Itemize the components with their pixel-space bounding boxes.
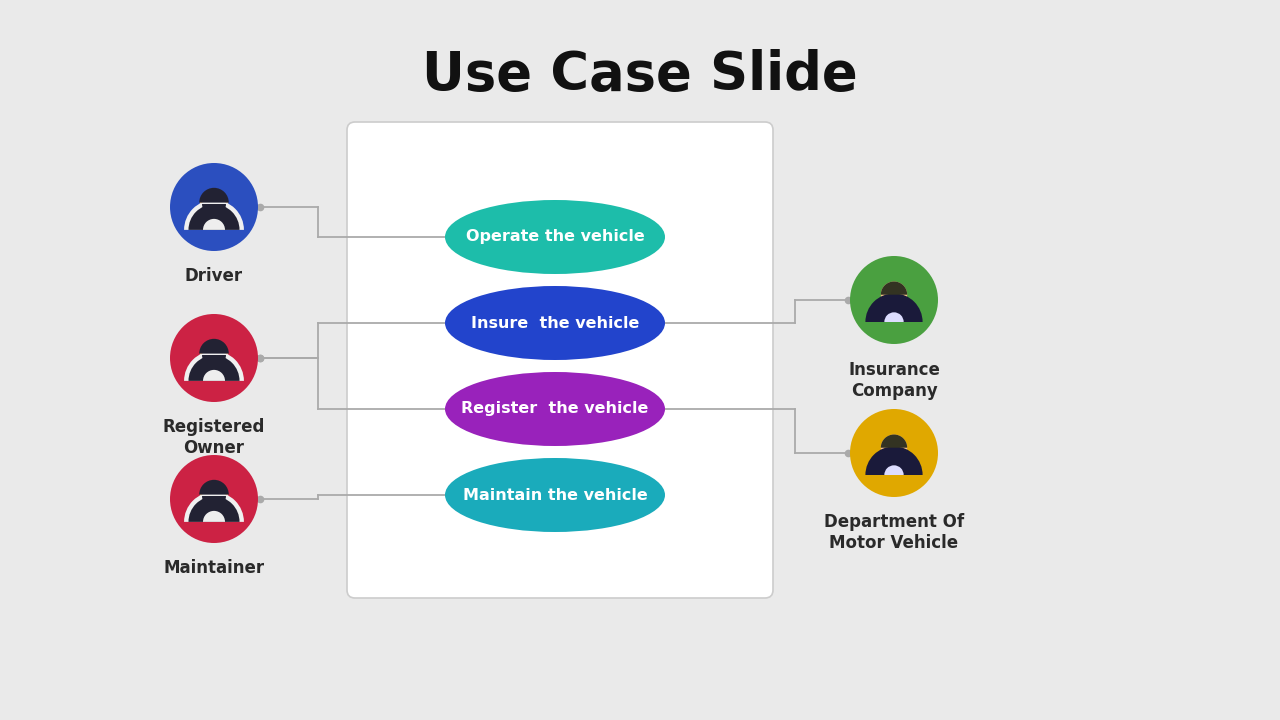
Wedge shape (188, 496, 239, 522)
Text: Insurance
Company: Insurance Company (849, 361, 940, 400)
Wedge shape (202, 204, 227, 216)
Text: Registered
Owner: Registered Owner (163, 418, 265, 456)
Wedge shape (200, 339, 229, 354)
Circle shape (881, 282, 908, 308)
Ellipse shape (445, 286, 666, 360)
Text: Department Of
Motor Vehicle: Department Of Motor Vehicle (824, 513, 964, 552)
Ellipse shape (445, 372, 666, 446)
Circle shape (170, 455, 259, 543)
Text: Maintain the vehicle: Maintain the vehicle (462, 487, 648, 503)
Wedge shape (884, 312, 904, 322)
FancyBboxPatch shape (347, 122, 773, 598)
Circle shape (170, 314, 259, 402)
Wedge shape (204, 370, 225, 381)
Text: Use Case Slide: Use Case Slide (422, 49, 858, 101)
Wedge shape (184, 200, 244, 230)
Wedge shape (865, 446, 923, 475)
Text: Register  the vehicle: Register the vehicle (461, 402, 649, 416)
Wedge shape (204, 511, 225, 522)
Wedge shape (881, 434, 908, 448)
Wedge shape (184, 492, 244, 522)
Wedge shape (184, 351, 244, 381)
Wedge shape (202, 496, 227, 508)
Circle shape (850, 256, 938, 344)
Wedge shape (188, 204, 239, 230)
Circle shape (850, 409, 938, 497)
Wedge shape (881, 282, 908, 294)
Wedge shape (204, 219, 225, 230)
Wedge shape (202, 355, 227, 367)
Ellipse shape (445, 200, 666, 274)
Text: Driver: Driver (184, 267, 243, 285)
Wedge shape (200, 480, 229, 495)
Text: Operate the vehicle: Operate the vehicle (466, 230, 644, 245)
Circle shape (200, 189, 228, 217)
Circle shape (200, 480, 228, 509)
Ellipse shape (445, 458, 666, 532)
Circle shape (881, 434, 908, 461)
Circle shape (170, 163, 259, 251)
Text: Maintainer: Maintainer (164, 559, 265, 577)
Text: Insure  the vehicle: Insure the vehicle (471, 315, 639, 330)
Wedge shape (200, 188, 229, 202)
Wedge shape (865, 294, 923, 322)
Wedge shape (188, 356, 239, 381)
Wedge shape (884, 465, 904, 475)
Circle shape (200, 340, 228, 368)
